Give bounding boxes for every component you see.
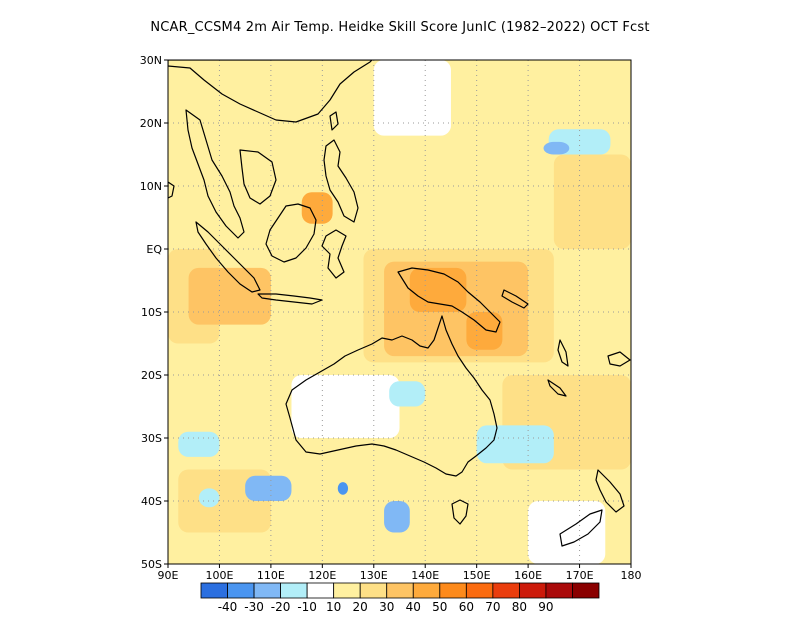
lon-tick-label: 120E [308, 569, 336, 582]
colorbar-label: 90 [538, 600, 553, 614]
map-title: NCAR_CCSM4 2m Air Temp. Heidke Skill Sco… [150, 20, 650, 35]
coastline-solomon-islands [501, 289, 529, 309]
lon-tick-label: 90E [158, 569, 179, 582]
colorbar-label: 30 [379, 600, 394, 614]
lon-tick-label: 110E [257, 569, 285, 582]
skill-region [409, 267, 467, 312]
coastline-australia [285, 315, 498, 477]
colorbar-label: 50 [432, 600, 447, 614]
colorbar-label: 10 [326, 600, 341, 614]
coastline-philippines [323, 139, 359, 223]
coastline-sri-lanka [168, 181, 175, 199]
skill-region [198, 488, 220, 508]
coastline-tasmania [451, 499, 469, 525]
colorbar-label: -20 [271, 600, 291, 614]
coastline-fiji [607, 351, 631, 367]
coastline-new-zealand-south [559, 509, 603, 547]
lat-tick-label: EQ [146, 243, 162, 256]
skill-region [373, 60, 451, 136]
colorbar-label: 80 [512, 600, 527, 614]
colorbar-swatch [492, 582, 520, 599]
grid-lines [168, 60, 631, 564]
coastline-sulawesi [321, 229, 347, 279]
skill-region [553, 154, 631, 249]
coastline-borneo [265, 203, 317, 263]
coastline-sumatra [195, 221, 261, 293]
lat-tick-label: 10S [141, 306, 162, 319]
colorbar-swatch [306, 582, 335, 599]
colorbar-swatch [519, 582, 547, 599]
lat-tick-label: 20S [141, 369, 162, 382]
lat-tick-label: 40S [141, 495, 162, 508]
coastline-new-guinea [397, 267, 501, 333]
lon-tick-label: 150E [463, 569, 491, 582]
skill-region [389, 381, 426, 407]
skill-region [301, 192, 333, 224]
colorbar-swatch [439, 582, 467, 599]
lat-tick-label: 30S [141, 432, 162, 445]
colorbar-label: 70 [485, 600, 500, 614]
coastline-vanuatu [557, 339, 569, 367]
colorbar-swatch [572, 582, 600, 599]
colorbar-swatch [253, 582, 281, 599]
coastline-new-zealand-north [595, 469, 625, 513]
skill-region [337, 482, 349, 495]
lon-tick-label: 140E [411, 569, 439, 582]
axes: 90E 100E 110E 120E 130E 140E 150E 160E 170E 180 30… [140, 54, 642, 582]
colorbar-label: 40 [406, 600, 421, 614]
lat-tick-label: 30N [140, 54, 162, 67]
skill-region [528, 501, 606, 564]
colorbar-swatch [227, 582, 255, 599]
colorbar-label: -40 [218, 600, 238, 614]
lon-tick-label: 130E [360, 569, 388, 582]
colorbar-label: 20 [353, 600, 368, 614]
colorbar-swatch [545, 582, 573, 599]
skill-field [168, 60, 631, 564]
colorbar-label: -10 [297, 600, 317, 614]
coastline-new-caledonia [547, 379, 567, 397]
lat-tick-label: 50S [141, 558, 162, 571]
lat-tick-label: 10N [140, 180, 162, 193]
colorbar-swatch [412, 582, 441, 599]
skill-region [291, 375, 400, 438]
skill-region [476, 425, 554, 464]
skill-region [245, 475, 292, 501]
lon-tick-label: 170E [566, 569, 594, 582]
lat-tick-label: 20N [140, 117, 162, 130]
lon-tick-label: 180 [621, 569, 642, 582]
coastlines [168, 60, 631, 547]
coastline-mainland-asia [168, 60, 373, 239]
colorbar-swatch [280, 582, 308, 599]
colorbar-swatch [359, 582, 388, 599]
colorbar-swatch [200, 582, 228, 599]
lon-tick-label: 160E [514, 569, 542, 582]
coastline-java [257, 293, 323, 305]
skill-region [384, 501, 410, 533]
skill-region [178, 431, 220, 457]
colorbar-swatch [465, 582, 494, 599]
colorbar-label: -30 [244, 600, 264, 614]
skill-region [543, 141, 570, 155]
coastline-taiwan [329, 111, 339, 131]
lon-tick-label: 100E [205, 569, 233, 582]
skill-region [188, 267, 271, 325]
colorbar: -40 -30 -20 -10 10 20 30 40 50 60 70 80 90 [200, 582, 600, 614]
colorbar-swatch [333, 582, 361, 599]
colorbar-label: 60 [459, 600, 474, 614]
colorbar-swatch [386, 582, 414, 599]
